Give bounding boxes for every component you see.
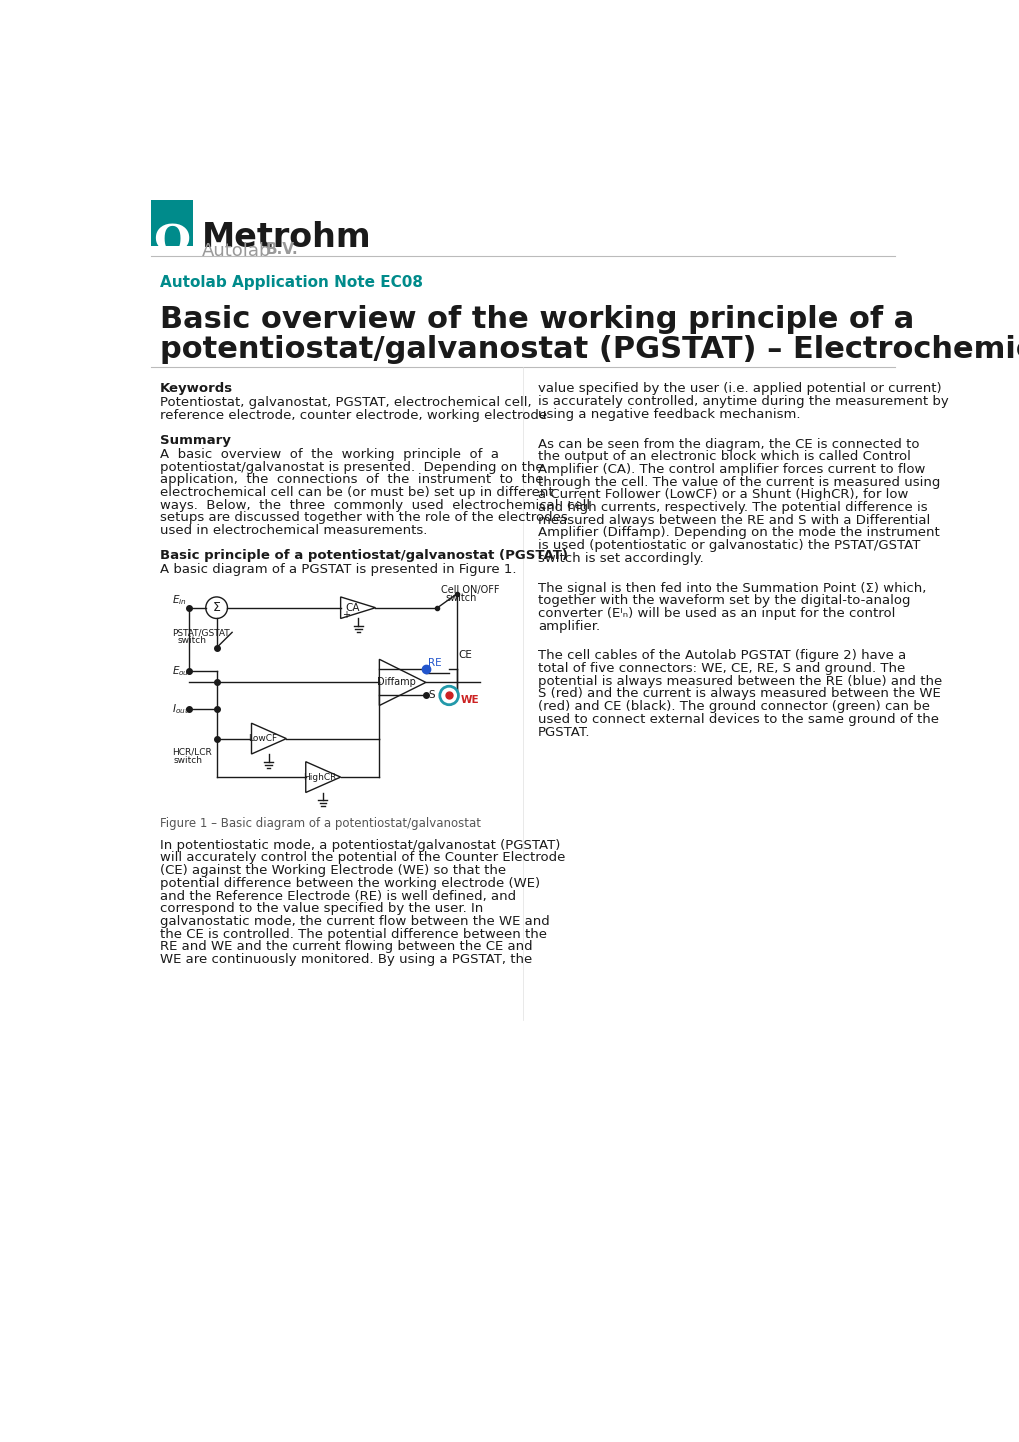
Text: switch: switch: [174, 756, 203, 764]
Text: potential difference between the working electrode (WE): potential difference between the working…: [160, 877, 540, 890]
Text: used to connect external devices to the same ground of the: used to connect external devices to the …: [538, 712, 938, 725]
Text: a Current Follower (LowCF) or a Shunt (HighCR), for low: a Current Follower (LowCF) or a Shunt (H…: [538, 489, 908, 502]
Text: correspond to the value specified by the user. In: correspond to the value specified by the…: [160, 903, 483, 916]
Text: WE: WE: [461, 695, 479, 705]
Text: is used (potentiostatic or galvanostatic) the PSTAT/GSTAT: is used (potentiostatic or galvanostatic…: [538, 539, 920, 552]
Text: through the cell. The value of the current is measured using: through the cell. The value of the curre…: [538, 476, 940, 489]
Text: (CE) against the Working Electrode (WE) so that the: (CE) against the Working Electrode (WE) …: [160, 864, 505, 877]
Text: is accurately controlled, anytime during the measurement by: is accurately controlled, anytime during…: [538, 395, 948, 408]
Text: total of five connectors: WE, CE, RE, S and ground. The: total of five connectors: WE, CE, RE, S …: [538, 662, 905, 675]
Text: Amplifier (CA). The control amplifier forces current to flow: Amplifier (CA). The control amplifier fo…: [538, 463, 924, 476]
Text: Keywords: Keywords: [160, 382, 233, 395]
Text: switch is set accordingly.: switch is set accordingly.: [538, 552, 703, 565]
Text: potential is always measured between the RE (blue) and the: potential is always measured between the…: [538, 675, 942, 688]
Text: switch: switch: [445, 594, 476, 603]
Text: $I_{out}$: $I_{out}$: [171, 702, 189, 717]
Text: $E_{in}$: $E_{in}$: [171, 593, 186, 607]
Text: In potentiostatic mode, a potentiostat/galvanostat (PGSTAT): In potentiostatic mode, a potentiostat/g…: [160, 839, 559, 852]
Text: RE and WE and the current flowing between the CE and: RE and WE and the current flowing betwee…: [160, 940, 532, 953]
Text: Figure 1 – Basic diagram of a potentiostat/galvanostat: Figure 1 – Basic diagram of a potentiost…: [160, 818, 481, 831]
Text: A basic diagram of a PGSTAT is presented in Figure 1.: A basic diagram of a PGSTAT is presented…: [160, 562, 516, 575]
Text: HCR/LCR: HCR/LCR: [171, 748, 211, 757]
Text: S (red) and the current is always measured between the WE: S (red) and the current is always measur…: [538, 688, 941, 701]
Text: Ω: Ω: [153, 222, 191, 264]
Text: switch: switch: [177, 636, 207, 645]
FancyBboxPatch shape: [151, 200, 194, 247]
Text: together with the waveform set by the digital-to-analog: together with the waveform set by the di…: [538, 594, 910, 607]
Text: Diffamp: Diffamp: [377, 678, 416, 688]
Text: As can be seen from the diagram, the CE is connected to: As can be seen from the diagram, the CE …: [538, 437, 919, 450]
Text: Autolab Application Note EC08: Autolab Application Note EC08: [160, 274, 423, 290]
Text: S: S: [428, 691, 434, 701]
Text: Basic overview of the working principle of a: Basic overview of the working principle …: [160, 306, 913, 335]
Text: measured always between the RE and S with a Differential: measured always between the RE and S wit…: [538, 513, 929, 526]
Text: The cell cables of the Autolab PGSTAT (figure 2) have a: The cell cables of the Autolab PGSTAT (f…: [538, 649, 906, 662]
Text: +: +: [341, 610, 350, 620]
Text: Cell ON/OFF: Cell ON/OFF: [441, 585, 499, 596]
Text: LowCF: LowCF: [249, 734, 277, 743]
Text: application,  the  connections  of  the  instrument  to  the: application, the connections of the inst…: [160, 473, 543, 486]
Text: WE are continuously monitored. By using a PGSTAT, the: WE are continuously monitored. By using …: [160, 953, 532, 966]
Text: the CE is controlled. The potential difference between the: the CE is controlled. The potential diff…: [160, 927, 546, 940]
Text: amplifier.: amplifier.: [538, 620, 600, 633]
Text: Amplifier (Diffamp). Depending on the mode the instrument: Amplifier (Diffamp). Depending on the mo…: [538, 526, 940, 539]
Text: PGSTAT.: PGSTAT.: [538, 725, 590, 738]
Text: RE: RE: [428, 658, 441, 668]
Text: (red) and CE (black). The ground connector (green) can be: (red) and CE (black). The ground connect…: [538, 701, 929, 714]
Text: CA: CA: [345, 603, 360, 613]
Text: will accurately control the potential of the Counter Electrode: will accurately control the potential of…: [160, 851, 565, 864]
Text: $E_{out}$: $E_{out}$: [171, 663, 193, 678]
Text: used in electrochemical measurements.: used in electrochemical measurements.: [160, 523, 427, 538]
Text: The signal is then fed into the Summation Point (Σ) which,: The signal is then fed into the Summatio…: [538, 581, 925, 594]
Text: ways.  Below,  the  three  commonly  used  electrochemical  cell: ways. Below, the three commonly used ele…: [160, 499, 590, 512]
Text: CE: CE: [458, 650, 472, 660]
Text: Metrohm: Metrohm: [202, 221, 371, 254]
Text: Potentiostat, galvanostat, PGSTAT, electrochemical cell,: Potentiostat, galvanostat, PGSTAT, elect…: [160, 397, 531, 410]
Text: setups are discussed together with the role of the electrodes: setups are discussed together with the r…: [160, 512, 568, 525]
Text: reference electrode, counter electrode, working electrode: reference electrode, counter electrode, …: [160, 410, 546, 423]
Circle shape: [439, 686, 458, 705]
Text: PSTAT/GSTAT: PSTAT/GSTAT: [171, 629, 229, 637]
Text: B.V.: B.V.: [265, 242, 298, 257]
Text: potentiostat/galvanostat is presented.  Depending on the: potentiostat/galvanostat is presented. D…: [160, 460, 543, 473]
Text: Autolab: Autolab: [202, 242, 271, 261]
Text: galvanostatic mode, the current flow between the WE and: galvanostatic mode, the current flow bet…: [160, 914, 549, 929]
Text: and the Reference Electrode (RE) is well defined, and: and the Reference Electrode (RE) is well…: [160, 890, 516, 903]
Text: Σ: Σ: [213, 601, 220, 614]
Text: using a negative feedback mechanism.: using a negative feedback mechanism.: [538, 408, 800, 421]
Text: A  basic  overview  of  the  working  principle  of  a: A basic overview of the working principl…: [160, 448, 498, 461]
Text: Summary: Summary: [160, 434, 230, 447]
Text: potentiostat/galvanostat (PGSTAT) – Electrochemical cell setup: potentiostat/galvanostat (PGSTAT) – Elec…: [160, 335, 1019, 363]
Text: converter (Eᴵₙ) will be used as an input for the control: converter (Eᴵₙ) will be used as an input…: [538, 607, 895, 620]
Text: Basic principle of a potentiostat/galvanostat (PGSTAT): Basic principle of a potentiostat/galvan…: [160, 549, 568, 562]
Text: and high currents, respectively. The potential difference is: and high currents, respectively. The pot…: [538, 500, 927, 513]
Text: value specified by the user (i.e. applied potential or current): value specified by the user (i.e. applie…: [538, 382, 941, 395]
Text: the output of an electronic block which is called Control: the output of an electronic block which …: [538, 450, 910, 463]
Text: electrochemical cell can be (or must be) set up in different: electrochemical cell can be (or must be)…: [160, 486, 553, 499]
Text: HighCR: HighCR: [303, 773, 336, 782]
